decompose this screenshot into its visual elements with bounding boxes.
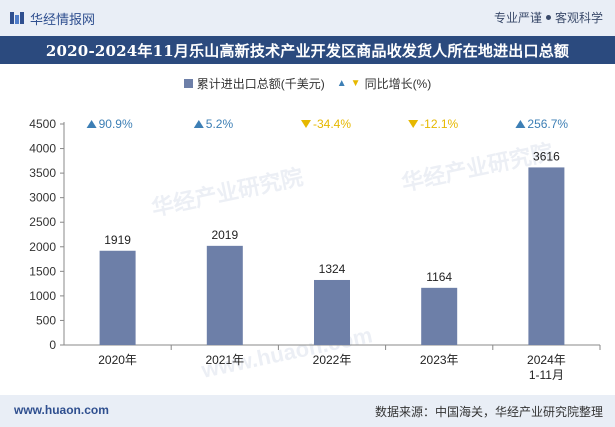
dot-separator-icon — [545, 15, 551, 20]
brand-logo-icon — [10, 12, 24, 24]
bar — [99, 250, 136, 345]
x-tick-label: 2020年 — [98, 353, 137, 367]
y-tick-label: 3500 — [29, 166, 56, 180]
brand-name: 华经情报网 — [30, 11, 96, 27]
footer-bar: www.huaon.com 数据来源：中国海关，华经产业研究院整理 — [0, 395, 615, 427]
y-tick-label: 1000 — [29, 289, 56, 303]
y-tick-label: 4500 — [29, 117, 56, 131]
growth-up-triangle-icon — [86, 120, 97, 128]
chart-canvas: 0 500 1000 1500 2000 2500 3000 3500 4000 4500 1919… — [29, 117, 601, 382]
growth-up-triangle-icon — [193, 120, 204, 128]
bar-value-label: 1164 — [426, 270, 452, 284]
legend-item-total: 累计进出口总额(千美元) — [183, 75, 325, 92]
bar-value-label: 1324 — [319, 262, 346, 276]
bar-value-label: 3616 — [533, 149, 560, 163]
legend-bar-swatch-icon — [183, 78, 193, 88]
y-tick-label: 2000 — [29, 240, 56, 254]
y-tick-label: 1500 — [29, 264, 56, 278]
legend-label-growth: 同比增长(%) — [364, 76, 432, 91]
chart-title-bar: 2020-2024年11月乐山高新技术产业开发区商品收发货人所在地进出口总额 — [0, 36, 615, 64]
x-tick-label: 2022年 — [313, 353, 352, 367]
tagline-right: 客观科学 — [554, 11, 603, 25]
growth-label: 5.2% — [206, 117, 234, 131]
growth-label: -12.1% — [420, 117, 458, 131]
y-tick-label: 3000 — [29, 191, 56, 205]
legend-label-total: 累计进出口总额(千美元) — [196, 76, 325, 91]
brand: 华经情报网 — [10, 8, 95, 28]
bar-value-label: 1919 — [104, 233, 131, 247]
legend-up-triangle-icon: ▲ — [336, 77, 347, 89]
chart-legend: 累计进出口总额(千美元) ▲ ▼ 同比增长(%) — [0, 74, 615, 92]
legend-item-growth: ▲ ▼ 同比增长(%) — [337, 75, 431, 92]
growth-up-triangle-icon — [515, 120, 526, 128]
x-tick-label: 2023年 — [420, 353, 459, 367]
bar-value-label: 2019 — [211, 228, 238, 242]
x-tick-label: 2021年 — [205, 353, 244, 367]
growth-down-triangle-icon — [408, 120, 419, 128]
y-tick-label: 4000 — [29, 142, 56, 156]
x-tick-label: 1-11月 — [529, 368, 564, 382]
bar — [206, 245, 243, 345]
legend-down-triangle-icon: ▼ — [350, 77, 361, 89]
y-tick-label: 0 — [49, 338, 56, 352]
footer-site-link[interactable]: www.huaon.com — [14, 403, 109, 417]
bar — [528, 167, 565, 345]
bar — [421, 287, 458, 345]
tagline-left: 专业严谨 — [493, 11, 542, 25]
y-tick-label: 500 — [36, 313, 56, 327]
footer-source: 数据来源：中国海关，华经产业研究院整理 — [374, 405, 603, 419]
bar — [314, 279, 350, 345]
growth-label: 90.9% — [99, 117, 133, 131]
x-tick-label: 2024年 — [527, 353, 566, 367]
top-banner: 华经情报网 专业严谨 客观科学 — [0, 0, 615, 36]
growth-down-triangle-icon — [301, 120, 311, 128]
chart-title: 2020-2024年11月乐山高新技术产业开发区商品收发货人所在地进出口总额 — [45, 41, 570, 60]
tagline: 专业严谨 客观科学 — [494, 9, 603, 26]
growth-label: -34.4% — [313, 117, 351, 131]
y-tick-label: 2500 — [29, 215, 56, 229]
growth-label: 256.7% — [527, 117, 568, 131]
